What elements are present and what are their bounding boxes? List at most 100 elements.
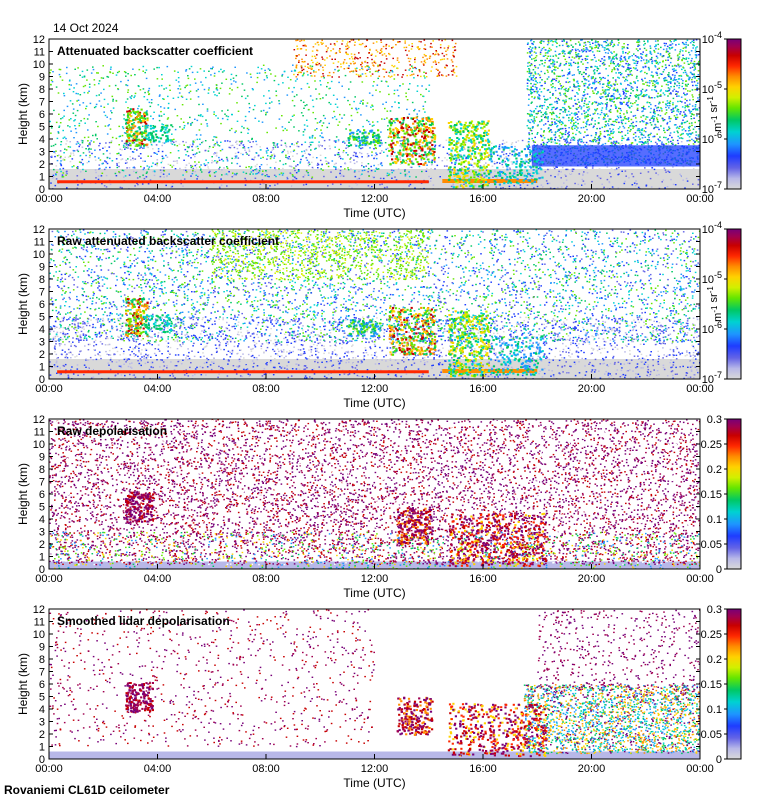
colorbar-scale	[726, 38, 742, 190]
y-tick-label: 7	[39, 287, 45, 299]
y-axis-label: Height (km)	[16, 463, 30, 525]
panel-title: Raw attenuated backscatter coefficient	[57, 234, 279, 248]
x-tick-label: 00:00	[686, 383, 714, 395]
heatmap-field	[49, 39, 700, 189]
y-tick-label: 12	[33, 604, 45, 616]
y-tick-label: 10	[33, 59, 45, 71]
colorbar-tick-label: 0.2	[707, 464, 722, 476]
colorbar-scale	[726, 228, 742, 380]
y-tick-label: 8	[39, 274, 45, 286]
panel-1: Attenuated backscatter coefficient012345…	[16, 30, 742, 220]
colorbar-tick-label: 0.1	[707, 514, 722, 526]
colorbar-label: m-1 sr-1	[706, 96, 724, 132]
colorbar: 10-710-610-510-4m-1 sr-1	[702, 220, 742, 386]
x-tick-label: 08:00	[252, 383, 280, 395]
y-tick-label: 4	[39, 134, 45, 146]
panel-title: Raw depolarisation	[57, 424, 167, 438]
colorbar-tick-label: 0.3	[707, 604, 722, 616]
y-tick-label: 3	[39, 337, 45, 349]
x-tick-label: 12:00	[361, 763, 389, 775]
x-tick-label: 00:00	[35, 763, 63, 775]
panels: Attenuated backscatter coefficient012345…	[16, 30, 742, 790]
x-tick-label: 20:00	[578, 193, 606, 205]
y-tick-label: 1	[39, 552, 45, 564]
y-tick-label: 1	[39, 742, 45, 754]
x-tick-label: 04:00	[144, 383, 172, 395]
panel-title: Attenuated backscatter coefficient	[57, 44, 253, 58]
colorbar-tick-label: 0.05	[701, 539, 722, 551]
y-tick-label: 7	[39, 97, 45, 109]
y-tick-label: 8	[39, 654, 45, 666]
y-tick-label: 1	[39, 362, 45, 374]
y-tick-label: 3	[39, 527, 45, 539]
y-tick-label: 8	[39, 464, 45, 476]
x-tick-label: 20:00	[578, 383, 606, 395]
figure-date: 14 Oct 2024	[53, 21, 119, 35]
colorbar-tick-label: 0.15	[701, 679, 722, 691]
x-tick-label: 00:00	[35, 193, 63, 205]
heatmap-field	[49, 419, 700, 569]
x-tick-label: 16:00	[469, 193, 497, 205]
colorbar-tick-label: 10-4	[702, 30, 722, 46]
x-tick-label: 20:00	[578, 763, 606, 775]
y-tick-label: 2	[39, 729, 45, 741]
colorbar-scale	[726, 418, 742, 570]
colorbar: 0 0.05 0.1 0.15 0.2 0.25 0.3	[701, 604, 742, 766]
y-tick-label: 0	[39, 374, 45, 386]
y-tick-label: 12	[33, 224, 45, 236]
colorbar-tick-label: 0.2	[707, 654, 722, 666]
x-tick-label: 08:00	[252, 763, 280, 775]
y-tick-label: 9	[39, 72, 45, 84]
colorbar-tick-label: 10-7	[702, 180, 722, 196]
y-tick-label: 2	[39, 539, 45, 551]
colorbar-tick-label: 0.25	[701, 629, 722, 641]
y-tick-label: 6	[39, 489, 45, 501]
x-tick-label: 00:00	[35, 383, 63, 395]
x-tick-label: 12:00	[361, 383, 389, 395]
y-tick-label: 10	[33, 249, 45, 261]
y-tick-label: 3	[39, 147, 45, 159]
y-tick-label: 4	[39, 514, 45, 526]
y-tick-label: 6	[39, 299, 45, 311]
x-tick-label: 04:00	[144, 193, 172, 205]
y-axis-label: Height (km)	[16, 653, 30, 715]
y-tick-label: 7	[39, 667, 45, 679]
colorbar-tick-label: 0.25	[701, 439, 722, 451]
colorbar-tick-label: 10-7	[702, 370, 722, 386]
colorbar-tick-label: 0	[716, 564, 722, 576]
y-tick-label: 10	[33, 629, 45, 641]
heatmap-field	[49, 229, 700, 379]
y-tick-label: 0	[39, 564, 45, 576]
panel-title: Smoothed lidar depolarisation	[57, 614, 230, 628]
colorbar: 10-710-610-510-4m-1 sr-1	[702, 30, 742, 196]
y-tick-label: 6	[39, 109, 45, 121]
x-tick-label: 08:00	[252, 573, 280, 585]
colorbar-tick-label: 0	[716, 754, 722, 766]
x-tick-label: 00:00	[686, 573, 714, 585]
x-tick-label: 12:00	[361, 193, 389, 205]
x-tick-label: 16:00	[469, 573, 497, 585]
x-tick-label: 12:00	[361, 573, 389, 585]
colorbar-tick-label: 10-5	[702, 270, 722, 286]
y-tick-label: 9	[39, 262, 45, 274]
y-tick-label: 9	[39, 642, 45, 654]
x-tick-label: 04:00	[144, 573, 172, 585]
y-tick-label: 12	[33, 414, 45, 426]
colorbar-label: m-1 sr-1	[706, 286, 724, 322]
y-tick-label: 2	[39, 349, 45, 361]
colorbar-tick-label: 10-5	[702, 80, 722, 96]
colorbar-tick-label: 10-4	[702, 220, 722, 236]
x-tick-label: 16:00	[469, 763, 497, 775]
y-tick-label: 11	[34, 427, 45, 439]
y-tick-label: 11	[34, 617, 45, 629]
panel-4: Smoothed lidar depolarisation01234567891…	[16, 604, 742, 790]
y-tick-label: 5	[39, 692, 45, 704]
y-axis-label: Height (km)	[16, 83, 30, 145]
y-tick-label: 11	[34, 237, 45, 249]
y-tick-label: 2	[39, 159, 45, 171]
colorbar-tick-label: 0.05	[701, 729, 722, 741]
x-tick-label: 04:00	[144, 763, 172, 775]
y-tick-label: 5	[39, 312, 45, 324]
x-axis-label: Time (UTC)	[343, 776, 405, 790]
y-tick-label: 0	[39, 184, 45, 196]
